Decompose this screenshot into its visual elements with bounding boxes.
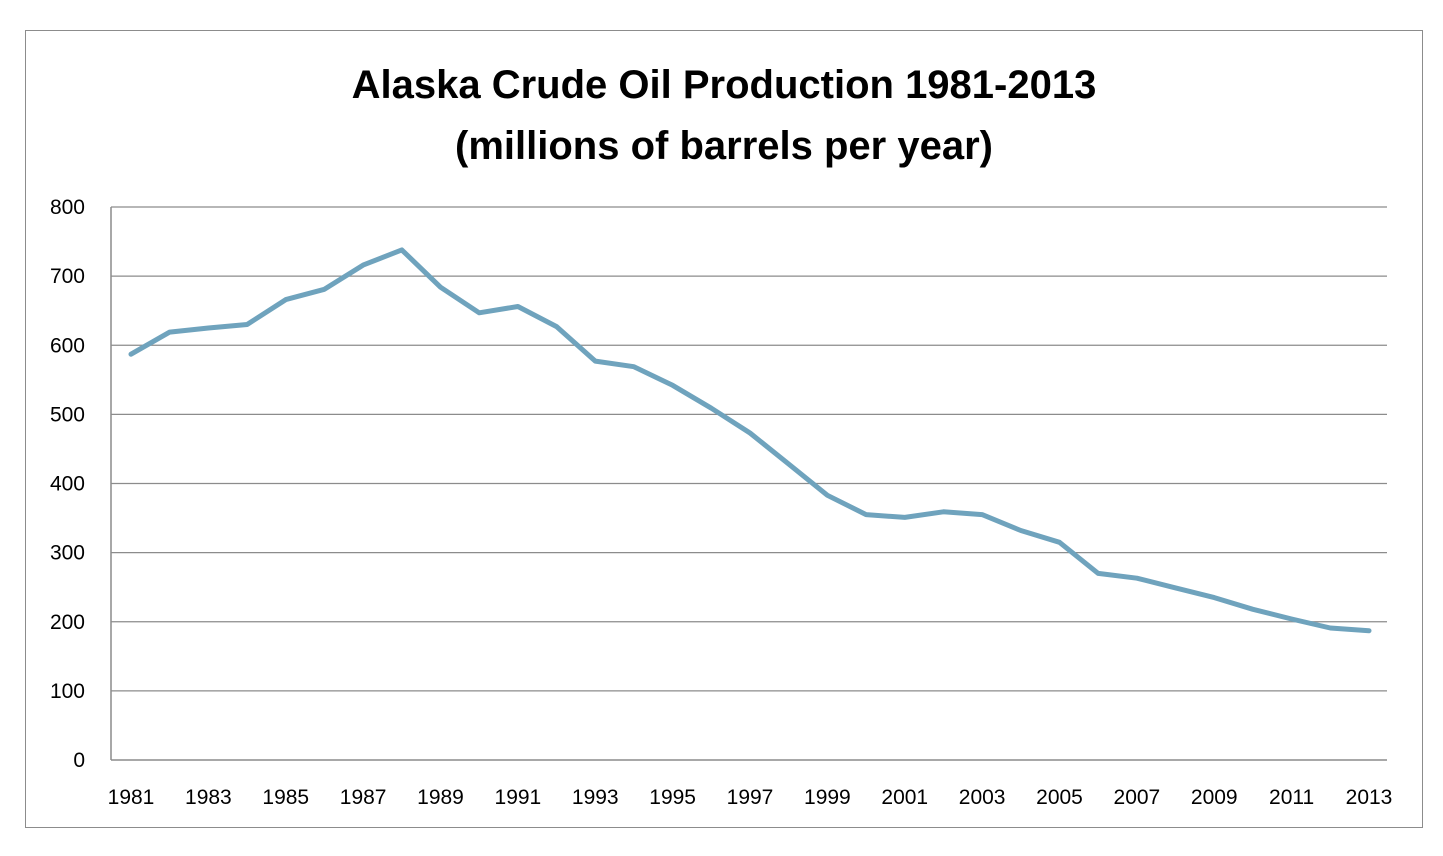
x-tick-label: 1983: [185, 786, 232, 809]
data-point: [1134, 576, 1139, 581]
data-point: [1057, 540, 1062, 545]
data-point: [980, 512, 985, 517]
data-point: [1096, 571, 1101, 576]
data-point: [245, 322, 250, 327]
data-point: [361, 263, 366, 268]
x-tick-label: 2007: [1114, 786, 1161, 809]
x-tick-label: 2013: [1346, 786, 1393, 809]
data-point: [1367, 628, 1372, 633]
x-tick-label: 1987: [340, 786, 387, 809]
y-tick-label: 700: [50, 265, 85, 288]
data-point: [399, 247, 404, 252]
data-point: [709, 406, 714, 411]
x-tick-label: 2009: [1191, 786, 1238, 809]
y-tick-label: 400: [50, 473, 85, 496]
data-point: [786, 462, 791, 467]
data-point: [283, 297, 288, 302]
chart-title: Alaska Crude Oil Production 1981-2013: [352, 63, 1097, 107]
chart-frame: [25, 30, 1423, 828]
data-point: [206, 325, 211, 330]
data-point: [129, 352, 134, 357]
x-tick-label: 1981: [108, 786, 155, 809]
data-point: [748, 431, 753, 436]
data-point: [593, 359, 598, 364]
gridlines: [111, 206, 1387, 692]
data-point: [1173, 585, 1178, 590]
data-point: [438, 285, 443, 290]
series-production: [128, 247, 1372, 634]
x-tick-label: 1993: [572, 786, 619, 809]
x-tick-label: 1997: [727, 786, 774, 809]
data-point: [631, 364, 636, 369]
x-tick-label: 1999: [804, 786, 851, 809]
x-tick-label: 2001: [881, 786, 928, 809]
x-tick-label: 1991: [495, 786, 542, 809]
data-point: [322, 287, 327, 292]
y-tick-label: 600: [50, 334, 85, 357]
x-tick-label: 2003: [959, 786, 1006, 809]
x-tick-label: 2011: [1269, 786, 1314, 809]
y-tick-label: 200: [50, 611, 85, 634]
y-axis-tick-labels: 0 100 200 300 400 500 600 700 800: [50, 196, 85, 772]
data-point: [902, 515, 907, 520]
data-point: [515, 304, 520, 309]
data-point: [477, 310, 482, 315]
x-axis-tick-labels: 1981 1983 1985 1987 1989 1991 1993 1995 1997 1999…: [108, 786, 1393, 809]
axes: [110, 207, 1387, 761]
x-tick-label: 1985: [262, 786, 309, 809]
data-point: [167, 330, 172, 335]
data-point: [1018, 528, 1023, 533]
data-point: [1212, 595, 1217, 600]
x-tick-label: 1989: [417, 786, 464, 809]
x-tick-label: 1995: [649, 786, 696, 809]
data-point: [1250, 607, 1255, 612]
y-tick-label: 0: [73, 749, 85, 772]
y-tick-label: 300: [50, 542, 85, 565]
data-point: [941, 509, 946, 514]
series-line: [128, 247, 1372, 634]
y-tick-label: 100: [50, 680, 85, 703]
data-point: [864, 512, 869, 517]
data-point: [554, 324, 559, 329]
data-point: [670, 383, 675, 388]
data-point: [1289, 616, 1294, 621]
y-tick-label: 800: [50, 196, 85, 219]
chart-subtitle: (millions of barrels per year): [455, 124, 993, 168]
y-tick-label: 500: [50, 403, 85, 426]
data-point: [825, 493, 830, 498]
data-point: [1328, 625, 1333, 630]
x-tick-label: 2005: [1036, 786, 1083, 809]
